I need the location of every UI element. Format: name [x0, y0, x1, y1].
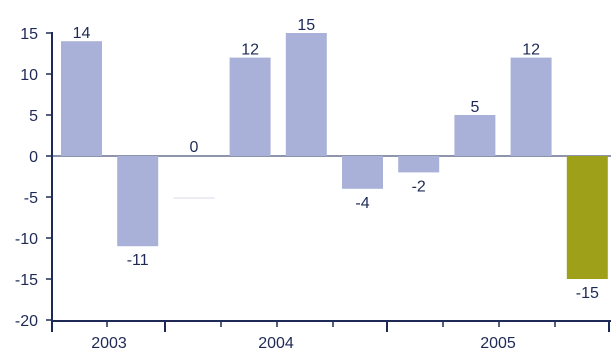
data-label: 12 — [522, 42, 540, 59]
bars — [61, 33, 608, 279]
bar — [229, 57, 271, 156]
y-tick-label: 15 — [20, 26, 38, 43]
y-tick-label: 10 — [20, 67, 38, 84]
bar — [510, 57, 552, 156]
bar — [398, 156, 440, 173]
bar — [566, 156, 608, 279]
bar — [117, 156, 159, 247]
data-labels: 14 -11 0 12 15 -4 -2 5 12 -15 — [73, 17, 599, 302]
x-category-label: 2003 — [91, 335, 127, 352]
bar — [61, 41, 102, 157]
y-tick-label: 0 — [29, 149, 38, 166]
data-label: 0 — [189, 139, 198, 156]
data-label: 15 — [297, 17, 315, 34]
data-label: -15 — [576, 285, 599, 302]
data-label: 14 — [73, 25, 91, 42]
x-category-label: 2005 — [480, 335, 516, 352]
data-label: -2 — [412, 178, 426, 195]
data-label: 5 — [470, 99, 479, 116]
bar — [342, 156, 383, 189]
data-label: -11 — [127, 252, 149, 269]
data-label: -4 — [355, 195, 369, 212]
x-category-label: 2004 — [258, 335, 294, 352]
bar — [454, 115, 496, 156]
bar — [285, 33, 327, 156]
y-tick-label: -20 — [15, 313, 38, 330]
y-tick-label: -5 — [24, 190, 38, 207]
y-tick-label: -10 — [15, 231, 38, 248]
y-tick-label: 5 — [29, 108, 38, 125]
y-axis: 15 10 5 0 -5 -10 -15 -20 — [15, 26, 53, 330]
y-tick-label: -15 — [15, 272, 38, 289]
data-label: 12 — [241, 42, 259, 59]
